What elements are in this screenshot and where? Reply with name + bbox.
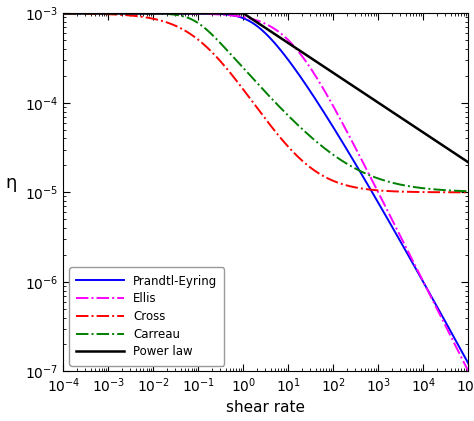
Power law bbox=[465, 160, 471, 165]
Prandtl-Eyring bbox=[131, 11, 137, 16]
Carreau bbox=[234, 58, 239, 63]
Ellis bbox=[414, 266, 419, 272]
Prandtl-Eyring bbox=[234, 13, 239, 19]
Ellis bbox=[107, 11, 112, 16]
Power law bbox=[131, 11, 137, 16]
Line: Ellis: Ellis bbox=[64, 13, 468, 371]
Ellis bbox=[131, 11, 137, 16]
Prandtl-Eyring bbox=[457, 346, 463, 352]
Power law bbox=[216, 11, 222, 16]
Carreau bbox=[457, 189, 463, 194]
Cross bbox=[131, 13, 137, 19]
Line: Power law: Power law bbox=[64, 13, 468, 163]
Ellis bbox=[234, 13, 239, 19]
X-axis label: shear rate: shear rate bbox=[227, 400, 305, 416]
Cross bbox=[107, 12, 112, 17]
Carreau bbox=[107, 11, 112, 16]
Carreau bbox=[216, 39, 222, 44]
Ellis bbox=[216, 12, 222, 17]
Power law bbox=[457, 155, 463, 160]
Line: Prandtl-Eyring: Prandtl-Eyring bbox=[64, 13, 468, 364]
Cross bbox=[465, 190, 471, 195]
Power law bbox=[414, 126, 419, 131]
Prandtl-Eyring bbox=[216, 11, 222, 16]
Carreau bbox=[61, 11, 66, 16]
Cross bbox=[234, 78, 239, 83]
Power law bbox=[107, 11, 112, 16]
Prandtl-Eyring bbox=[61, 11, 66, 16]
Y-axis label: η: η bbox=[6, 174, 17, 192]
Line: Carreau: Carreau bbox=[64, 13, 468, 191]
Legend: Prandtl-Eyring, Ellis, Cross, Carreau, Power law: Prandtl-Eyring, Ellis, Cross, Carreau, P… bbox=[69, 267, 225, 365]
Ellis bbox=[61, 11, 66, 16]
Carreau bbox=[465, 189, 471, 194]
Cross bbox=[457, 190, 463, 195]
Prandtl-Eyring bbox=[107, 11, 112, 16]
Ellis bbox=[465, 369, 471, 374]
Carreau bbox=[414, 185, 419, 190]
Prandtl-Eyring bbox=[414, 268, 419, 273]
Cross bbox=[216, 57, 222, 62]
Cross bbox=[61, 11, 66, 16]
Carreau bbox=[131, 11, 137, 16]
Line: Cross: Cross bbox=[64, 13, 468, 192]
Power law bbox=[234, 11, 239, 16]
Ellis bbox=[457, 353, 463, 358]
Cross bbox=[414, 189, 419, 195]
Prandtl-Eyring bbox=[465, 361, 471, 366]
Power law bbox=[61, 11, 66, 16]
